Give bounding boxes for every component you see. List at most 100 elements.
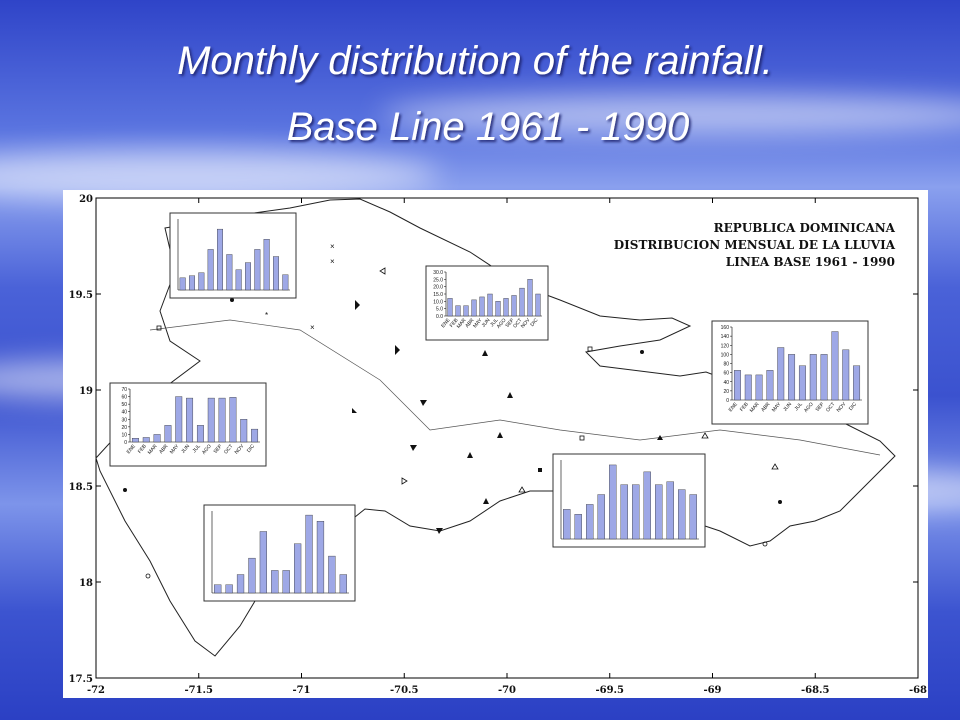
x-tick-label: -71 xyxy=(292,685,310,696)
bar xyxy=(196,425,204,443)
bar xyxy=(842,349,850,401)
inset-x-tick-label: MAY xyxy=(771,401,783,413)
bar xyxy=(487,293,493,317)
bar xyxy=(853,365,861,401)
bar xyxy=(666,481,674,540)
station xyxy=(401,477,408,485)
x-tick-label: -71.5 xyxy=(184,685,213,696)
y-tick-label: 19 xyxy=(79,386,93,397)
station xyxy=(640,350,644,354)
y-tick-label: 20 xyxy=(79,194,93,205)
bar xyxy=(766,370,774,401)
bar xyxy=(236,574,245,594)
bar xyxy=(463,305,469,317)
station xyxy=(657,435,663,440)
bar xyxy=(244,262,251,291)
bar xyxy=(586,504,594,540)
inset-x-tick-label: SEP xyxy=(504,317,515,329)
bar xyxy=(131,438,139,443)
bar xyxy=(733,370,741,401)
inset-y-tick-label: 0 xyxy=(124,440,127,446)
station xyxy=(467,452,473,458)
inset-x-tick-label: OCT xyxy=(512,317,523,329)
inset-x-tick-label: JUL xyxy=(192,443,202,454)
bar xyxy=(339,574,347,594)
bar xyxy=(225,584,233,594)
station: × xyxy=(330,257,335,266)
inset-y-tick-label: 20 xyxy=(723,389,729,395)
station xyxy=(145,573,151,579)
station xyxy=(436,528,443,534)
inset-x-tick-label: ENE xyxy=(728,401,740,413)
inset-y-tick-label: 30.0 xyxy=(433,270,443,276)
inset-x-tick-label: JUL xyxy=(794,401,804,412)
inset-x-tick-label: ABR xyxy=(464,317,475,329)
bar xyxy=(282,274,289,291)
x-tick-label: -70 xyxy=(498,685,516,696)
y-tick-label: 17.5 xyxy=(69,674,93,685)
bar xyxy=(744,374,752,401)
inset-x-tick-label: DIC xyxy=(246,443,256,454)
bar xyxy=(235,269,242,291)
bar xyxy=(643,471,651,540)
inset-y-tick-label: 10.0 xyxy=(433,299,443,305)
inset-y-tick-label: 120 xyxy=(721,343,730,349)
bar xyxy=(328,555,336,594)
station xyxy=(156,325,162,331)
bar xyxy=(251,428,259,443)
station xyxy=(483,498,489,504)
bar xyxy=(175,396,183,443)
bar xyxy=(788,354,796,401)
x-tick-label: -72 xyxy=(87,685,105,696)
bar xyxy=(455,305,461,317)
bar xyxy=(164,425,172,443)
bar xyxy=(186,397,194,443)
inset-x-tick-label: DIC xyxy=(529,317,539,328)
y-tick-label: 19.5 xyxy=(69,290,93,301)
bar xyxy=(179,277,186,291)
station: × xyxy=(330,242,335,251)
bar xyxy=(294,543,302,594)
bar xyxy=(831,331,839,401)
station xyxy=(395,345,400,355)
bar xyxy=(240,419,248,443)
y-tick-label: 18.5 xyxy=(69,482,93,493)
bar xyxy=(207,397,215,443)
station: × xyxy=(310,323,315,332)
station xyxy=(507,392,513,398)
inset-y-tick-label: 50 xyxy=(121,402,127,408)
inset-x-tick-label: ABR xyxy=(760,401,771,413)
inset-x-tick-label: MAY xyxy=(169,443,181,455)
station xyxy=(379,267,386,275)
bar xyxy=(655,484,663,540)
station xyxy=(518,486,526,493)
station xyxy=(230,298,234,302)
bar xyxy=(563,509,571,540)
x-tick-label: -69.5 xyxy=(595,685,624,696)
bar xyxy=(471,299,477,317)
bar xyxy=(678,489,686,540)
station xyxy=(538,468,542,472)
bar xyxy=(142,437,150,443)
inset-x-tick-label: AGO xyxy=(803,401,815,413)
inset-x-tick-label: MAR xyxy=(147,443,159,456)
bar xyxy=(188,275,195,291)
inset-y-tick-label: 60 xyxy=(723,371,729,377)
station-markers-open xyxy=(145,267,779,579)
inset-x-tick-label: NOV xyxy=(234,443,246,456)
bar xyxy=(495,301,501,317)
map-title-line: REPUBLICA DOMINICANA xyxy=(714,221,896,235)
bar xyxy=(216,228,223,291)
bar xyxy=(259,531,268,594)
station xyxy=(701,432,709,439)
inset-y-tick-label: 60 xyxy=(121,395,127,401)
station xyxy=(778,500,782,504)
inset-x-tick-label: JUL xyxy=(489,317,499,328)
station xyxy=(497,432,503,438)
inset-x-tick-label: JUN xyxy=(782,401,793,413)
inset-x-tick-label: NOV xyxy=(836,401,848,414)
station xyxy=(587,346,593,352)
inset-x-tick-label: JUN xyxy=(180,443,191,455)
station xyxy=(579,435,585,441)
inset-x-tick-label: MAR xyxy=(456,317,468,330)
